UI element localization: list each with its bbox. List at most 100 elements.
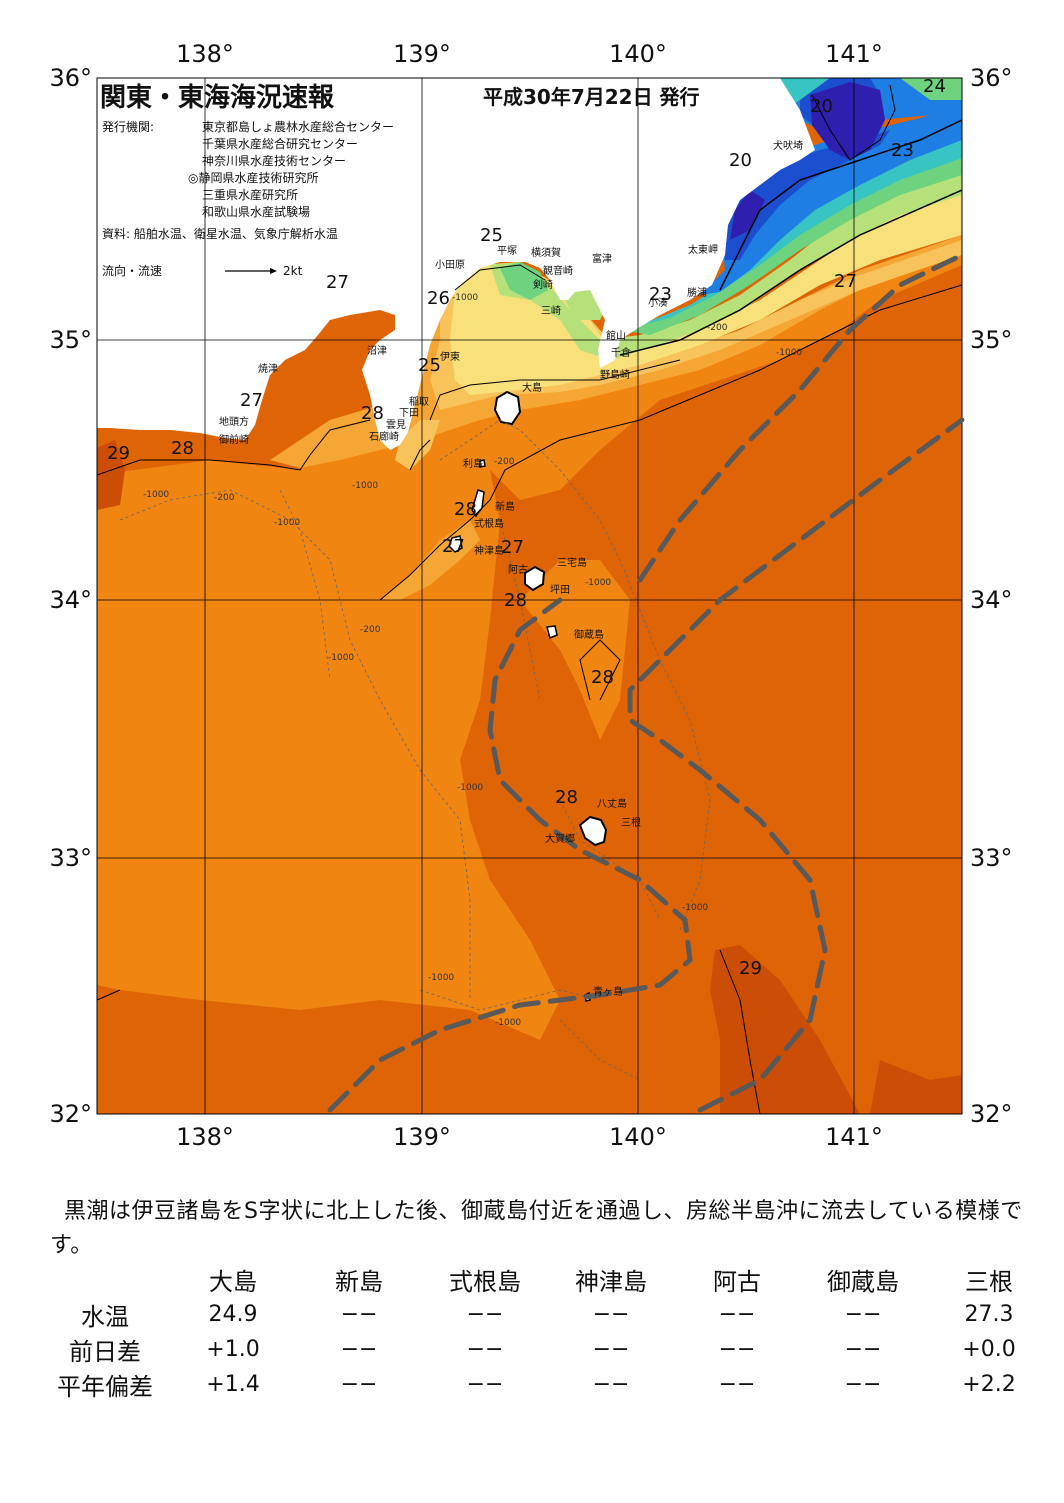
issuer: 千葉県水産総合研究センター <box>202 136 358 151</box>
table-row: 前日差 +1.0 −− −− −− −− −− +0.0 <box>40 1332 1052 1367</box>
column-header: 式根島 <box>449 1268 521 1296</box>
sea-22c <box>620 150 962 335</box>
current-legend-arrowhead <box>270 268 277 274</box>
sst-map-svg: 138° 139° 140° 141° 138° 139° 140° 141° … <box>49 40 1012 1151</box>
island-miyake <box>524 565 546 592</box>
table-cell: +1.4 <box>206 1372 260 1397</box>
column-header: 三根 <box>965 1268 1013 1296</box>
isotherm-label: 27 <box>240 390 263 411</box>
island-oshima <box>493 390 522 426</box>
place-inatori: 稲取 <box>409 396 429 408</box>
row-label: 水温 <box>81 1303 129 1331</box>
place-niijima: 新島 <box>495 500 515 513</box>
place-kumomi: 雲見 <box>386 419 406 431</box>
table-cell: −− <box>340 1372 378 1397</box>
sea-top-green <box>900 78 962 100</box>
column-header: 阿古 <box>713 1268 761 1296</box>
map-title: 関東・東海海況速報 <box>100 83 335 113</box>
lat-label-right: 34° <box>970 586 1013 614</box>
sea-18c-south <box>730 190 765 240</box>
depth-label: -1000 <box>452 293 478 303</box>
table-cell: −− <box>466 1337 504 1362</box>
summary-body: 黒潮は伊豆諸島をS字状に北上した後、御蔵島付近を通過し、房総半島沖に流去している… <box>50 1199 1023 1258</box>
table-cell: −− <box>592 1302 630 1327</box>
issuer: 東京都島しょ農林水産総合センター <box>202 119 394 134</box>
place-ako: 阿古 <box>508 563 528 576</box>
depth-label: -1000 <box>585 578 611 588</box>
depth-label: -1000 <box>274 518 300 528</box>
map-header: 関東・東海海況速報 平成30年7月22日 発行 発行機関: 東京都島しょ農林水産… <box>100 83 700 278</box>
island-mikura <box>546 625 558 640</box>
place-chikura: 千倉 <box>611 346 631 359</box>
depth-label: -200 <box>494 457 515 467</box>
table-cell: 24.9 <box>208 1302 258 1327</box>
place-numazu: 沼津 <box>367 344 387 357</box>
lon-label-bottom: 140° <box>609 1123 667 1151</box>
axis-labels: 138° 139° 140° 141° 138° 139° 140° 141° … <box>49 40 1012 1151</box>
place-shikinejima: 式根島 <box>474 517 504 530</box>
land-honshu <box>97 78 815 450</box>
place-futtsu: 富津 <box>592 252 612 265</box>
place-tateyama: 館山 <box>606 329 626 342</box>
isotherm-label: 28 <box>555 787 578 808</box>
depth-label: -200 <box>214 493 235 503</box>
lon-label-top: 139° <box>393 40 451 68</box>
island-temperature-table: 大島 新島 式根島 神津島 阿古 御蔵島 三根 水温 24.9 −− −− −−… <box>40 1262 1052 1402</box>
place-shimoda: 下田 <box>399 408 419 419</box>
table-cell: +1.0 <box>206 1337 260 1362</box>
isotherm-label: 23 <box>649 284 672 305</box>
isotherm-label: 27 <box>501 537 524 558</box>
depth-label: -1000 <box>776 348 802 358</box>
place-inubosaki: 犬吠埼 <box>773 139 803 152</box>
lat-label-left: 36° <box>49 64 92 92</box>
summary-text: 黒潮は伊豆諸島をS字状に北上した後、御蔵島付近を通過し、房総半島沖に流去している… <box>50 1195 1040 1263</box>
table-cell: −− <box>718 1302 756 1327</box>
lat-label-left: 35° <box>49 326 92 354</box>
lon-label-top: 140° <box>609 40 667 68</box>
table-cell: +0.0 <box>962 1337 1016 1362</box>
place-oshima: 大島 <box>522 381 542 394</box>
table-cell: −− <box>592 1372 630 1397</box>
sea-27c-west <box>97 430 560 1040</box>
issuer: ◎静岡県水産技術研究所 <box>188 170 318 185</box>
depth-label: -1000 <box>495 1018 521 1028</box>
place-okago: 大賀郷 <box>545 832 575 845</box>
row-label: 前日差 <box>69 1338 141 1366</box>
depth-labels: -1000 -200 -1000 -1000 -1000 -200 -1000 … <box>143 293 802 1028</box>
island-kozushima <box>448 535 463 553</box>
column-header: 御蔵島 <box>827 1268 899 1296</box>
place-odawara: 小田原 <box>435 259 465 271</box>
place-hachijojima: 八丈島 <box>597 797 627 810</box>
place-taitomisaki: 太東岬 <box>688 243 718 256</box>
place-kominato: 小湊 <box>648 296 668 309</box>
depth-label: -1000 <box>457 783 483 793</box>
sea-29c-east <box>870 1060 962 1114</box>
isotherm-label: 20 <box>810 96 833 117</box>
column-header: 大島 <box>209 1268 257 1296</box>
place-tsubota: 坪田 <box>550 583 570 596</box>
table-cell: −− <box>718 1337 756 1362</box>
issue-date: 平成30年7月22日 発行 <box>483 85 700 109</box>
table-cell: −− <box>592 1337 630 1362</box>
sea-20c <box>700 105 962 295</box>
place-mitsune: 三根 <box>621 816 641 829</box>
place-katsuura: 勝浦 <box>687 286 707 299</box>
column-header: 神津島 <box>575 1268 647 1296</box>
isotherm-label: 28 <box>591 667 614 688</box>
table-cell: −− <box>466 1302 504 1327</box>
temperature-field <box>97 78 962 1114</box>
lat-label-right: 32° <box>970 1100 1013 1128</box>
issuer: 三重県水産研究所 <box>202 187 298 202</box>
sea-29c-west <box>97 440 125 510</box>
table-cell: −− <box>340 1337 378 1362</box>
place-kannonzaki: 観音崎 <box>543 264 573 277</box>
table-cell: −− <box>844 1372 882 1397</box>
island-hachijo <box>578 815 608 847</box>
lon-label-bottom: 139° <box>393 1123 451 1151</box>
isotherm-label: 27 <box>442 536 465 557</box>
table-header-row: 大島 新島 式根島 神津島 阿古 御蔵島 三根 <box>40 1262 1052 1297</box>
lat-label-left: 34° <box>49 586 92 614</box>
island-niijima <box>471 489 485 518</box>
place-ito: 伊東 <box>440 350 460 363</box>
sea-25c-izu-west <box>395 420 440 470</box>
